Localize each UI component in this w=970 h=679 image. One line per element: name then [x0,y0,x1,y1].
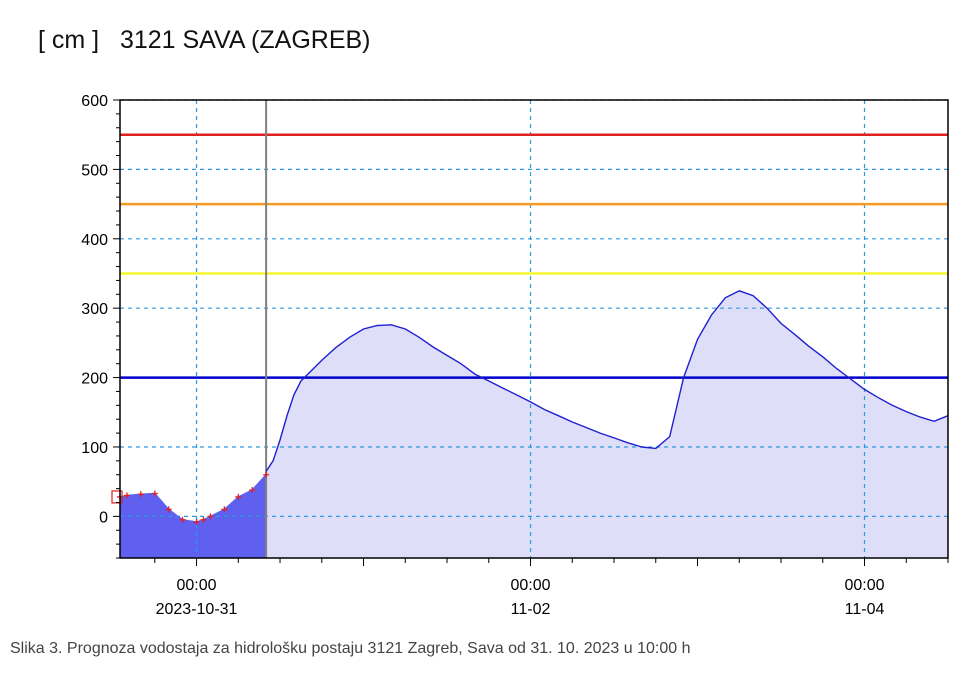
observed-point [235,493,242,500]
figure-caption: Slika 3. Prognoza vodostaja za hidrološk… [10,640,691,657]
forecast-area [266,290,949,558]
y-tick-label: 0 [99,509,108,526]
observed-point [200,516,207,523]
y-tick-label: 100 [81,440,108,457]
forecast-line [265,290,949,472]
x-tick-label-date: 11-02 [511,601,551,618]
observed-point [165,506,172,513]
observed-point [221,506,228,513]
observed-point [123,492,130,499]
x-tick-label-time: 00:00 [510,577,550,594]
observed-point [249,486,256,493]
observed-point [179,516,186,523]
observed-point [207,513,214,520]
x-tick-label-date: 2023-10-31 [156,601,238,618]
observed-point [137,491,144,498]
y-tick-label: 200 [81,371,108,388]
y-tick-label: 300 [81,301,108,318]
x-tick-label-time: 00:00 [177,577,217,594]
observed-point [263,471,270,478]
plot-frame [119,99,949,559]
x-tick-label-time: 00:00 [844,577,884,594]
observed-point [193,518,200,525]
x-tick-label-date: 11-04 [845,601,885,618]
chart-title: [ cm ] 3121 SAVA (ZAGREB) [38,26,371,54]
y-tick-label: 500 [81,162,108,179]
chart: 0 100 200 300 400 500 600 00:00 2023-10-31 00:00 1… [81,93,949,618]
y-tick-label: 400 [81,232,108,249]
observed-point [151,490,158,497]
y-tick-label: 600 [81,93,108,110]
